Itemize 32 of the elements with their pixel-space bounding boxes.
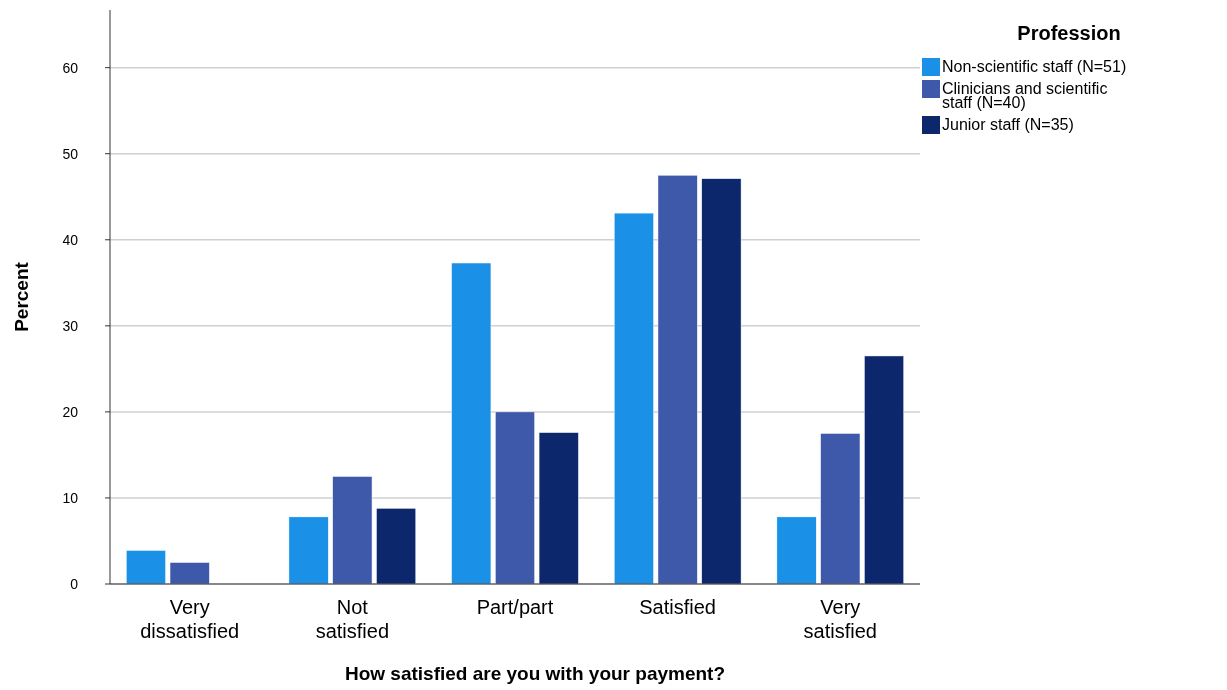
bar xyxy=(538,432,579,585)
y-tick-label: 50 xyxy=(62,145,79,162)
x-tick-label: Satisfied xyxy=(639,596,717,618)
x-tick-label: Very satisfied xyxy=(803,596,877,642)
x-axis-title: How satisfied are you with your payment? xyxy=(344,663,726,684)
bar xyxy=(495,411,535,585)
x-tick-label: Not satisfied xyxy=(315,596,390,642)
y-tick-label: 30 xyxy=(62,317,79,334)
x-tick-label: Very dissatisfied xyxy=(140,596,240,642)
bar xyxy=(376,508,417,585)
bar xyxy=(613,212,654,585)
y-tick-label: 60 xyxy=(62,59,79,76)
bar xyxy=(864,355,904,585)
y-tick-label: 40 xyxy=(62,231,79,248)
y-tick-label: 20 xyxy=(62,403,79,420)
legend-title: Profession xyxy=(1017,22,1121,44)
bar xyxy=(701,178,742,585)
bar xyxy=(820,433,861,585)
bar xyxy=(126,550,166,585)
bar xyxy=(451,262,492,585)
y-tick-label: 10 xyxy=(62,489,79,506)
bar xyxy=(332,476,373,585)
y-axis-title: Percent xyxy=(11,261,32,332)
legend-label: Non-scientific staff (N=51) xyxy=(942,58,1127,75)
legend-label: Clinicians and scientific staff (N=40) xyxy=(942,80,1108,111)
bar xyxy=(776,516,817,585)
x-tick-label: Part/part xyxy=(476,596,554,618)
legend-label: Junior staff (N=35) xyxy=(942,116,1074,133)
bar xyxy=(169,562,210,585)
bar xyxy=(288,516,329,585)
bar xyxy=(657,174,698,585)
y-tick-label: 0 xyxy=(70,575,79,592)
